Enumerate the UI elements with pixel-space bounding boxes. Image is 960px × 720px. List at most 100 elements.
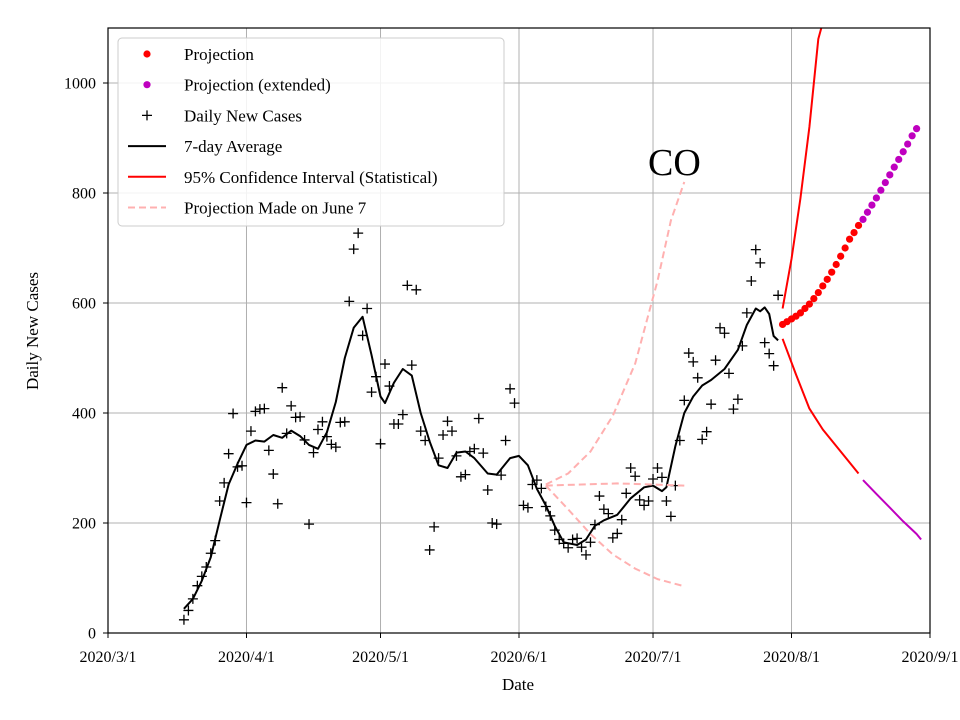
95-confidence-interval-statistical-line [781,338,860,475]
daily-cases-point [304,519,315,530]
daily-cases-point [598,504,609,515]
projection-made-on-june-7-line [545,181,686,486]
daily-cases-point [348,244,359,255]
daily-cases-point [652,463,663,473]
daily-cases-point [429,521,440,532]
daily-cases-point [732,394,743,405]
daily-cases-point [505,383,516,394]
projection-point [819,282,827,290]
daily-cases-point [482,485,493,495]
projection-point [832,260,840,269]
projection-point [823,275,831,283]
daily-cases-point [268,469,279,480]
projection-point [805,300,813,308]
daily-cases-point [406,360,417,371]
x-tick-label: 2020/6/1 [491,649,548,666]
daily-cases-point [455,471,466,482]
x-tick-label: 2020/3/1 [80,649,137,666]
daily-cases-point [679,395,690,406]
projection-extended-point [868,201,876,209]
daily-cases-point [723,368,734,379]
projection-point [828,268,836,276]
daily-cases-point [286,400,297,411]
daily-cases-point [183,605,194,616]
daily-cases-point [496,470,507,481]
daily-cases-point [259,403,270,414]
daily-cases-point [612,528,623,539]
daily-cases-point [442,416,453,427]
legend-label: 7-day Average [184,137,282,156]
legend-item: 95% Confidence Interval (Statistical) [128,168,438,187]
y-tick-label: 1000 [64,76,96,93]
daily-cases-point [621,488,632,499]
daily-cases-point [397,409,408,420]
projection-extended-point [899,148,907,156]
projection-point [854,221,863,230]
daily-cases-point [237,460,248,471]
daily-cases-point [424,544,435,555]
daily-cases-point [245,426,256,437]
confidence-interval-extended-line [862,479,922,541]
legend-plus-marker [142,110,152,121]
daily-cases-point [759,337,770,348]
daily-cases-point [353,228,364,239]
projection-point [845,235,854,243]
daily-cases-point [755,257,766,268]
daily-cases-point [536,483,547,494]
projection-extended-point [859,215,867,223]
daily-cases-point [567,534,578,545]
daily-cases-point [522,502,533,513]
legend-label: Projection [184,45,254,64]
daily-cases-point [509,398,520,409]
projection-point [841,244,849,252]
projection-extended-point [877,186,885,194]
daily-cases-point [295,411,306,422]
daily-cases-point [339,416,350,427]
projection-extended-point [881,178,889,187]
legend-item: Daily New Cases [142,106,302,125]
projection-point [850,229,858,237]
daily-cases-point [487,518,498,528]
daily-cases-point [616,514,627,525]
daily-cases-point [728,404,739,415]
legend-label: 95% Confidence Interval (Statistical) [184,168,438,187]
y-tick-label: 400 [72,406,96,423]
daily-cases-point [317,416,328,427]
daily-cases-point [773,290,784,301]
daily-cases-point [228,408,239,419]
daily-cases-point [576,542,587,553]
daily-cases-point [648,474,659,484]
projection-extended-point [908,132,916,140]
projection-made-on-june-7-line [545,482,685,487]
daily-cases-point [701,426,712,437]
daily-cases-point [634,494,645,505]
projection-point [801,304,809,313]
daily-cases-point [500,435,511,446]
daily-cases-point [607,532,618,543]
x-tick-label: 2020/7/1 [625,649,682,666]
daily-cases-point [393,419,404,429]
chart-annotation: CO [648,142,701,184]
y-tick-label: 600 [72,296,96,313]
daily-cases-point [411,284,422,295]
daily-cases-point [446,426,457,437]
legend-item: Projection [143,45,254,64]
projection-extended-point [890,163,898,171]
x-tick-label: 2020/9/1 [902,649,959,666]
daily-cases-point [594,491,605,502]
daily-cases-point [362,303,373,314]
daily-cases-point [402,280,413,291]
daily-cases-point [312,424,323,435]
projection-point [796,309,805,317]
x-tick-label: 2020/8/1 [763,649,820,666]
x-tick-label: 2020/4/1 [218,649,275,666]
daily-cases-point [719,328,730,339]
daily-cases-point [639,500,650,511]
daily-cases-point [665,511,676,522]
daily-cases-point [688,356,699,367]
x-tick-label: 2020/5/1 [352,649,409,666]
daily-cases-point [308,447,319,458]
projection-point [837,252,845,260]
y-tick-label: 200 [72,516,96,533]
